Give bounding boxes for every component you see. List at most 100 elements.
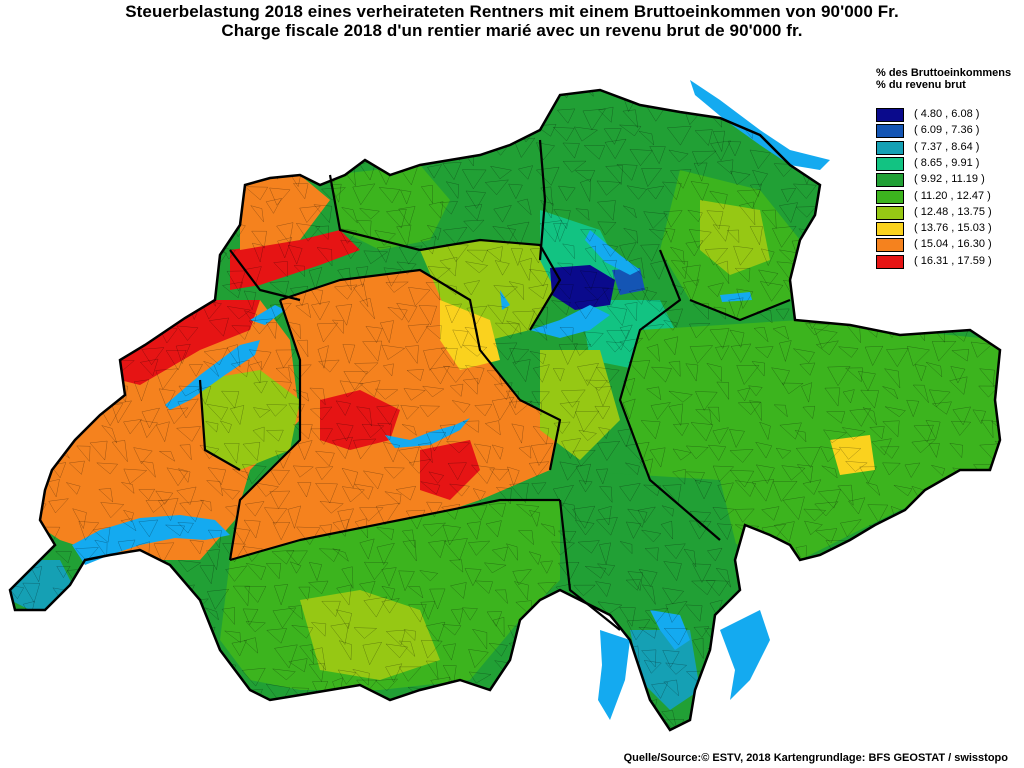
municipality-outline (845, 702, 860, 723)
municipality-outline (166, 467, 188, 487)
municipality-outline (317, 147, 340, 167)
municipality-outline (398, 90, 421, 101)
municipality-outline (556, 262, 574, 276)
municipality-outline (862, 706, 878, 718)
canton-borders (198, 139, 791, 631)
municipality-outline (1015, 429, 1024, 449)
municipality-outline (462, 378, 479, 395)
municipality-outline (287, 505, 302, 530)
municipality-outline (336, 423, 354, 442)
municipality-outline (199, 90, 221, 104)
municipality-outline (74, 547, 99, 562)
municipality-outline (925, 362, 943, 378)
municipality-outline (398, 142, 412, 164)
municipality-outline (396, 261, 417, 275)
municipality-outline (56, 378, 72, 401)
municipality-outline (28, 660, 50, 678)
municipality-outline (270, 151, 288, 171)
municipality-outline (535, 124, 557, 137)
municipality-outline (232, 585, 250, 607)
municipality-outline (729, 90, 755, 108)
municipality-outline (226, 270, 246, 292)
municipality-outline (883, 368, 901, 389)
municipality-outline (166, 407, 189, 425)
municipality-outline (716, 159, 734, 175)
municipality-outline (231, 325, 251, 341)
municipality-outline (269, 490, 291, 510)
municipality-outline (979, 499, 1000, 524)
municipality-outline (672, 469, 686, 485)
municipality-outline (710, 666, 735, 682)
municipality-outline (970, 341, 993, 358)
municipality-outline (57, 107, 82, 124)
municipality-outline (977, 560, 998, 574)
municipality-outline (163, 103, 184, 118)
legend-label: ( 4.80 , 6.08 ) (914, 108, 980, 120)
lake-constance (690, 80, 830, 170)
municipality-outline (140, 460, 156, 479)
municipality-outline (662, 650, 680, 668)
municipality-outline (243, 519, 261, 539)
municipality-outline (693, 626, 710, 638)
municipality-outline (275, 349, 297, 369)
municipality-outline (530, 90, 554, 101)
municipality-outline (184, 90, 201, 103)
municipality-outline (189, 627, 210, 643)
municipality-outline (447, 462, 467, 481)
municipality-outline (385, 629, 406, 646)
municipality-outline (956, 624, 979, 637)
municipality-outline (205, 403, 229, 421)
municipality-outline (423, 346, 448, 371)
municipality-outline (97, 686, 119, 703)
municipality-outline (616, 163, 638, 181)
municipality-outline (245, 621, 266, 633)
municipality-outline (221, 125, 241, 145)
municipality-outline (908, 509, 931, 524)
municipality-outline (562, 142, 580, 159)
municipality-outline (56, 565, 71, 579)
map-title-de: Steuerbelastung 2018 eines verheirateten… (125, 2, 899, 21)
municipality-outline (400, 58, 410, 76)
municipality-outline (358, 208, 380, 220)
municipality-outline (352, 668, 370, 686)
municipality-outline (535, 624, 552, 642)
municipality-outline (935, 545, 952, 560)
municipality-outline (685, 445, 709, 460)
municipality-outline (486, 720, 512, 730)
municipality-outline (796, 288, 813, 306)
municipality-outline (75, 281, 99, 297)
municipality-outline (844, 367, 863, 383)
municipality-outline (254, 90, 270, 91)
municipality-outline (400, 189, 412, 205)
municipality-outline (398, 640, 416, 658)
municipality-outline (846, 119, 872, 133)
municipality-outline (160, 140, 184, 160)
municipality-outline (860, 546, 882, 563)
municipality-outline (581, 720, 594, 730)
municipality-outline (277, 237, 293, 259)
municipality-outline (950, 485, 975, 499)
municipality-outline (199, 731, 218, 746)
municipality-outline (513, 581, 529, 601)
municipality-outline (579, 178, 591, 202)
municipality-outline (154, 256, 178, 277)
municipality-outline (22, 242, 36, 264)
municipality-outline (882, 386, 899, 400)
municipality-outline (95, 557, 111, 575)
municipality-outline (132, 326, 158, 339)
municipality-outline (35, 65, 45, 82)
municipality-outline (641, 323, 665, 341)
municipality-outline (650, 259, 668, 280)
municipality-outline (551, 641, 568, 658)
municipality-outline (838, 105, 855, 118)
municipality-outline (486, 100, 506, 123)
municipality-outline (265, 429, 284, 442)
municipality-outline (44, 647, 70, 659)
municipality-outline (76, 445, 91, 463)
municipality-outline (994, 199, 1000, 213)
municipality-outline (242, 608, 259, 626)
municipality-outline (1016, 511, 1024, 527)
municipality-outline (931, 341, 957, 362)
municipality-outline (474, 700, 497, 719)
municipality-outline (773, 163, 796, 177)
